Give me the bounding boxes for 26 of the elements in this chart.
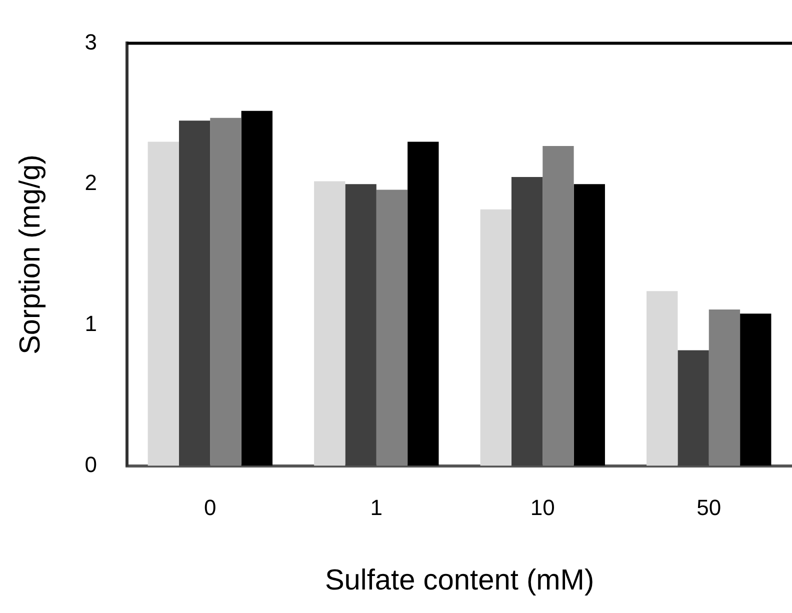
bar	[574, 184, 605, 466]
y-tick-label: 0	[84, 452, 98, 477]
x-axis-title: Sulfate content (mM)	[324, 564, 594, 597]
bar	[376, 190, 408, 466]
bar	[314, 181, 346, 466]
x-tick-label: 0	[204, 495, 216, 520]
bar	[480, 209, 512, 466]
bar	[210, 118, 242, 466]
bar	[708, 309, 740, 466]
bar	[148, 142, 179, 466]
bar	[542, 146, 574, 466]
y-tick-label: 2	[84, 170, 98, 196]
x-tick-label: 10	[530, 495, 555, 520]
y-tick-label: 1	[84, 310, 98, 336]
x-tick-label: 50	[696, 495, 722, 520]
bar	[178, 120, 210, 466]
bar	[646, 291, 678, 466]
bar	[511, 177, 543, 466]
y-axis-title: Sorption (mg/g)	[14, 154, 46, 354]
bar	[740, 314, 772, 466]
x-tick-label: 1	[370, 495, 383, 520]
bar	[241, 110, 272, 466]
bar	[678, 350, 709, 466]
bar	[345, 184, 376, 466]
y-tick-label: 3	[84, 29, 98, 54]
bar	[408, 142, 439, 466]
